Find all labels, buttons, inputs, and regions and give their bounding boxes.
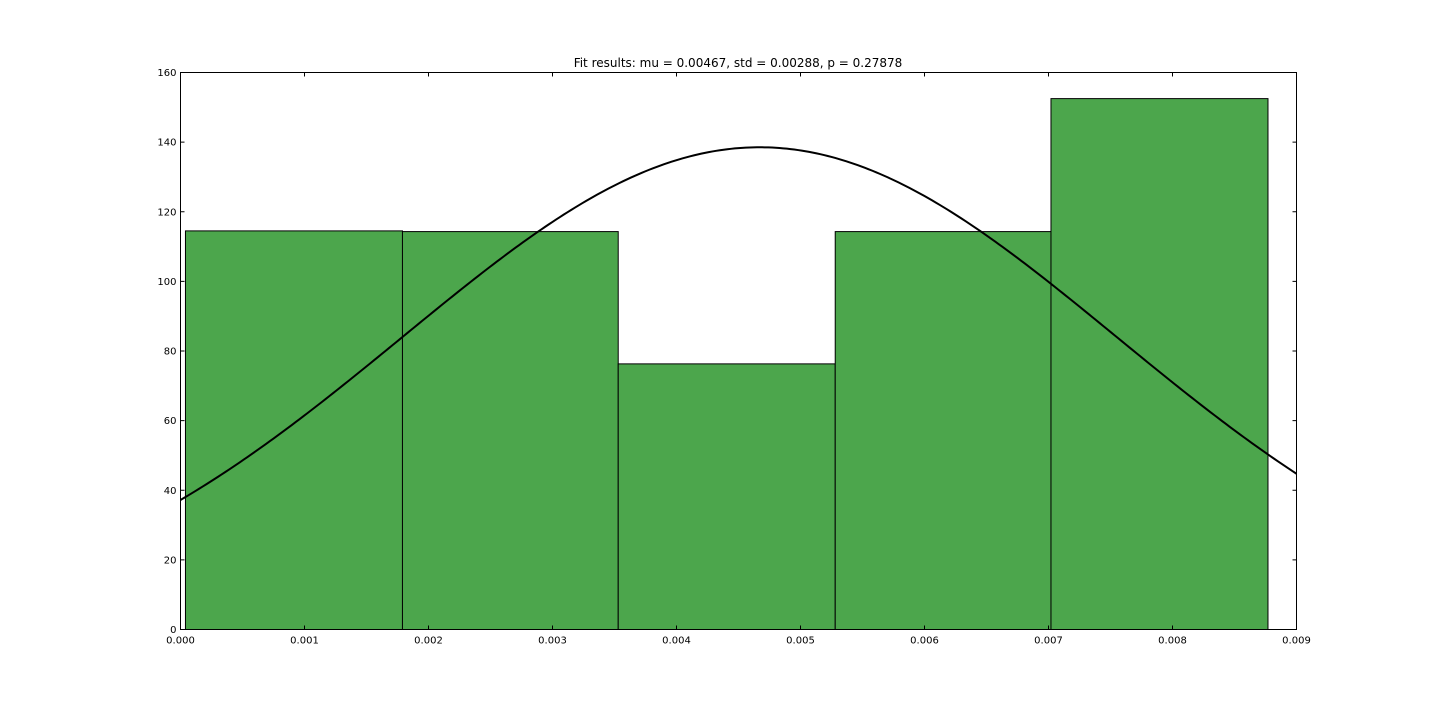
y-tick-label-4: 80: [164, 347, 177, 358]
y-tick-label-1: 20: [164, 555, 177, 566]
x-tick-label-9: 0.009: [1282, 636, 1311, 647]
y-axis: 0 20 40 60 80 100 120 140 160: [157, 68, 1297, 636]
normal-fit-curve: [179, 146, 1298, 501]
x-tick-label-3: 0.003: [538, 636, 567, 647]
histogram-bar-4: [834, 231, 1052, 630]
histogram-bar-2: [401, 231, 619, 630]
x-tick-label-2: 0.002: [414, 636, 443, 647]
x-axis: 0.000 0.001 0.002 0.003 0.004 0.005 0.006 0.007…: [166, 72, 1311, 647]
x-tick-label-7: 0.007: [1034, 636, 1063, 647]
y-tick-label-6: 120: [157, 207, 176, 218]
histogram-bar-1: [184, 230, 403, 630]
x-tick-label-8: 0.008: [1158, 636, 1187, 647]
x-tick-label-0: 0.000: [166, 636, 195, 647]
histogram-bar-5: [1050, 98, 1269, 630]
y-tick-label-3: 60: [164, 416, 177, 427]
y-tick-label-2: 40: [164, 486, 177, 497]
x-tick-label-1: 0.001: [290, 636, 319, 647]
x-tick-label-4: 0.004: [662, 636, 691, 647]
y-tick-label-5: 100: [157, 277, 176, 288]
histogram-bar-3: [617, 363, 836, 630]
x-tick-label-5: 0.005: [786, 636, 815, 647]
x-tick-label-6: 0.006: [910, 636, 939, 647]
fit-curve-layer: [179, 146, 1298, 501]
y-tick-label-8: 160: [157, 68, 176, 79]
bars-layer: [184, 98, 1269, 630]
y-tick-label-7: 140: [157, 138, 176, 149]
y-tick-label-0: 0: [170, 625, 176, 636]
chart-title: Fit results: mu = 0.00467, std = 0.00288…: [574, 56, 903, 70]
